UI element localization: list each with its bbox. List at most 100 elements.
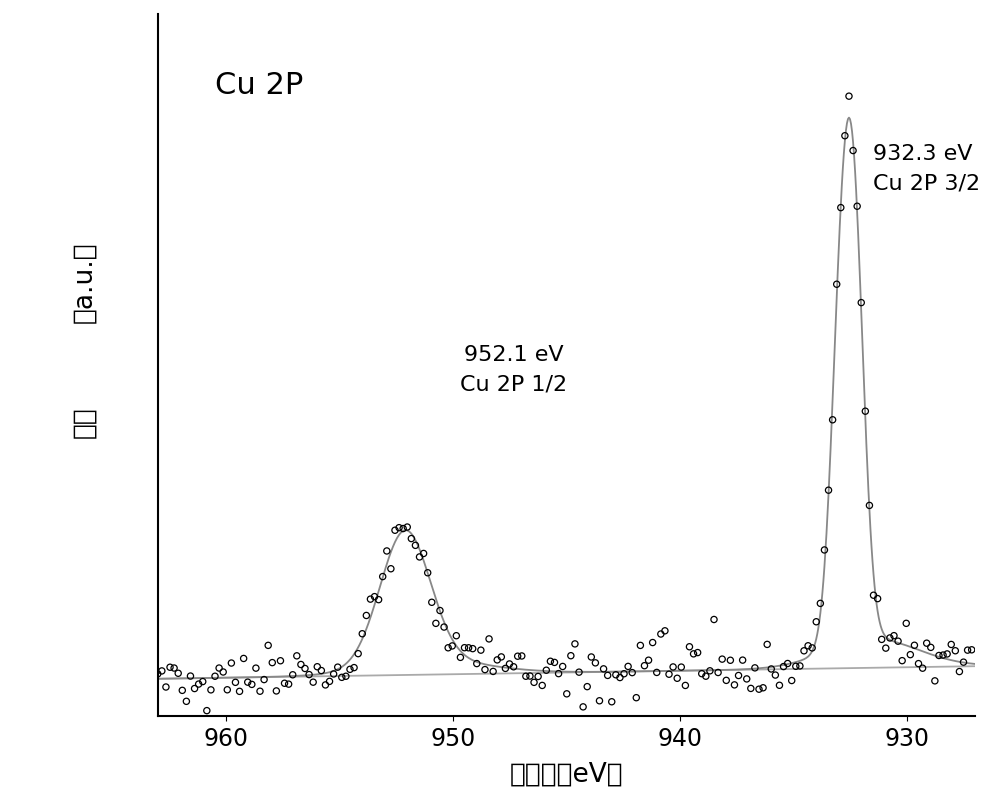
Point xyxy=(403,533,419,545)
Point xyxy=(174,684,190,697)
Point xyxy=(829,278,845,291)
Point xyxy=(428,618,444,630)
Point xyxy=(297,662,313,675)
Point xyxy=(277,677,293,690)
Point xyxy=(579,680,595,693)
Point xyxy=(608,669,624,682)
Point xyxy=(747,662,763,674)
Point xyxy=(718,674,734,687)
Point xyxy=(923,641,939,654)
Point xyxy=(444,640,460,653)
Point xyxy=(583,650,599,663)
Point xyxy=(739,673,755,686)
Point xyxy=(890,635,906,648)
Point xyxy=(199,704,215,717)
Point xyxy=(457,642,473,654)
Point xyxy=(223,657,239,670)
Point xyxy=(956,656,972,669)
Point xyxy=(821,484,837,497)
Point xyxy=(816,544,832,557)
Point xyxy=(743,683,759,695)
Point xyxy=(178,695,194,708)
Point xyxy=(285,669,301,682)
Point xyxy=(555,660,571,673)
Point xyxy=(379,545,395,557)
Point xyxy=(264,656,280,669)
Point xyxy=(837,130,853,143)
Point xyxy=(317,678,333,691)
Point xyxy=(236,652,252,665)
Point xyxy=(624,666,640,679)
Point xyxy=(191,678,207,691)
Point xyxy=(677,679,693,692)
Point xyxy=(915,662,931,674)
Point xyxy=(158,681,174,694)
Point xyxy=(808,616,824,629)
Point xyxy=(731,669,747,682)
Point xyxy=(227,676,243,689)
Point xyxy=(268,685,284,698)
Point xyxy=(346,662,362,674)
Point xyxy=(649,666,665,679)
Point xyxy=(354,627,370,640)
Point xyxy=(669,672,685,685)
Point xyxy=(301,668,317,681)
Point xyxy=(305,676,321,689)
Point xyxy=(465,642,481,655)
Point xyxy=(448,630,464,642)
Point xyxy=(407,539,423,552)
Point xyxy=(281,678,297,691)
Point xyxy=(833,202,849,215)
Point xyxy=(857,405,873,418)
Point xyxy=(338,670,354,683)
Point xyxy=(755,682,771,695)
Point xyxy=(612,671,628,684)
Point xyxy=(289,650,305,662)
Point xyxy=(514,650,530,662)
Text: Cu 2P: Cu 2P xyxy=(215,71,303,100)
Point xyxy=(604,695,620,708)
Point xyxy=(326,668,342,681)
Point xyxy=(387,525,403,537)
Point xyxy=(469,658,485,670)
Point xyxy=(673,661,689,674)
X-axis label: 结合能（eV）: 结合能（eV） xyxy=(509,761,623,787)
Point xyxy=(518,670,534,683)
Point xyxy=(947,645,963,658)
Point xyxy=(690,646,706,659)
Point xyxy=(559,687,575,700)
Point xyxy=(207,670,223,683)
Point xyxy=(825,414,841,427)
Point xyxy=(726,678,742,691)
Point xyxy=(481,633,497,646)
Point xyxy=(575,701,591,714)
Point xyxy=(706,614,722,626)
Point xyxy=(931,650,947,662)
Point xyxy=(272,654,288,667)
Point xyxy=(395,522,411,535)
Point xyxy=(563,650,579,662)
Point xyxy=(919,637,935,650)
Point xyxy=(166,662,182,674)
Point xyxy=(440,642,456,654)
Point xyxy=(526,676,542,689)
Point xyxy=(367,590,383,603)
Point xyxy=(645,636,661,649)
Point xyxy=(902,648,918,661)
Point xyxy=(534,679,550,692)
Point xyxy=(546,656,562,669)
Point xyxy=(657,625,673,638)
Point xyxy=(943,638,959,651)
Point xyxy=(399,521,415,534)
Text: 952.1 eV
Cu 2P 1/2: 952.1 eV Cu 2P 1/2 xyxy=(460,345,568,395)
Point xyxy=(244,678,260,691)
Point xyxy=(501,658,517,670)
Point xyxy=(776,660,792,673)
Point xyxy=(886,630,902,642)
Point xyxy=(759,638,775,651)
Point xyxy=(432,605,448,618)
Point xyxy=(722,654,738,666)
Point xyxy=(150,667,166,680)
Point xyxy=(812,597,828,610)
Point xyxy=(771,679,787,692)
